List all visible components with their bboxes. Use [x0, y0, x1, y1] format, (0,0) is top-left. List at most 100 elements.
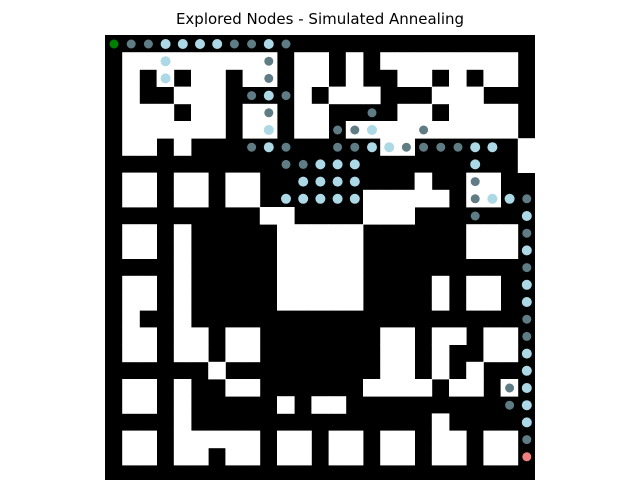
explored-node-point — [247, 39, 257, 49]
maze-open-cell — [277, 224, 295, 242]
maze-open-cell — [139, 172, 157, 191]
maze-open-cell — [173, 224, 192, 242]
maze-open-cell — [139, 396, 157, 414]
maze-open-cell — [277, 241, 295, 259]
maze-open-cell — [122, 103, 140, 122]
explored-node-point — [521, 279, 532, 290]
maze-open-cell — [191, 327, 209, 345]
maze-open-cell — [466, 379, 484, 397]
maze-open-cell — [225, 327, 243, 345]
explored-node-point — [350, 142, 360, 152]
explored-node-point — [522, 194, 532, 204]
maze-open-cell — [294, 86, 312, 105]
maze-open-cell — [225, 447, 243, 466]
explored-node-point — [281, 142, 291, 152]
maze-open-cell — [449, 447, 467, 466]
maze-open-cell — [345, 69, 364, 87]
maze-open-cell — [294, 121, 312, 139]
maze-open-cell — [122, 224, 140, 242]
maze-open-cell — [311, 258, 329, 277]
maze-open-cell — [466, 121, 484, 139]
maze-open-cell — [466, 103, 484, 122]
maze-open-cell — [397, 207, 415, 225]
maze-open-cell — [483, 327, 501, 345]
explored-node-point — [367, 125, 377, 135]
maze-open-cell — [122, 275, 140, 294]
explored-node-point — [247, 142, 257, 152]
explored-node-point — [521, 297, 532, 307]
maze-open-cell — [414, 103, 433, 122]
maze-open-cell — [311, 121, 329, 139]
explored-node-point — [263, 125, 274, 135]
maze-open-cell — [345, 275, 364, 294]
maze-open-cell — [431, 52, 450, 70]
maze-open-cell — [191, 121, 209, 139]
explored-node-point — [349, 176, 360, 187]
maze-open-cell — [225, 52, 243, 70]
maze-open-cell — [173, 413, 192, 431]
maze-open-cell — [139, 379, 157, 397]
maze-open-cell — [380, 52, 398, 70]
maze-open-cell — [191, 69, 209, 87]
explored-node-point — [263, 39, 274, 49]
maze-open-cell — [294, 224, 312, 242]
maze-open-cell — [173, 275, 192, 294]
maze-open-cell — [431, 293, 450, 311]
maze-open-cell — [345, 293, 364, 311]
maze-open-cell — [122, 172, 140, 191]
maze-open-cell — [431, 430, 450, 449]
maze-open-cell — [122, 344, 140, 363]
maze-open-cell — [294, 275, 312, 294]
maze-open-cell — [173, 293, 192, 311]
maze-open-cell — [466, 52, 484, 70]
maze-open-cell — [208, 121, 226, 139]
maze-open-cell — [277, 207, 295, 225]
maze-open-cell — [328, 447, 347, 466]
maze-open-cell — [449, 327, 467, 345]
maze-open-cell — [122, 121, 140, 139]
maze-open-cell — [414, 52, 433, 70]
explored-node-point — [263, 142, 274, 153]
maze-open-cell — [500, 224, 519, 242]
maze-open-cell — [173, 379, 192, 397]
explored-node-point — [521, 365, 532, 376]
explored-node-point — [521, 245, 532, 256]
maze-open-cell — [173, 447, 192, 466]
explored-node-point — [487, 193, 498, 204]
explored-node-point — [315, 176, 326, 187]
maze-open-cell — [173, 138, 192, 156]
maze-open-cell — [173, 430, 192, 449]
explored-node-point — [160, 56, 171, 67]
maze-open-cell — [380, 189, 398, 208]
maze-open-cell — [277, 447, 295, 466]
maze-open-cell — [225, 430, 243, 449]
maze-open-cell — [139, 275, 157, 294]
maze-open-cell — [242, 379, 261, 397]
explored-node-point — [453, 142, 463, 152]
explored-node-point — [281, 159, 291, 169]
maze-open-cell — [380, 121, 398, 139]
maze-open-cell — [191, 447, 209, 466]
explored-node-point — [160, 39, 171, 49]
explored-node-point — [177, 39, 188, 49]
explored-node-point — [367, 108, 377, 118]
maze-open-cell — [328, 275, 347, 294]
explored-node-point — [315, 193, 326, 204]
maze-open-cell — [397, 379, 415, 397]
maze-open-cell — [466, 86, 484, 105]
maze-open-cell — [242, 430, 261, 449]
maze-open-cell — [122, 86, 140, 105]
maze-open-cell — [173, 310, 192, 328]
maze-open-cell — [139, 241, 157, 259]
maze-open-cell — [414, 379, 433, 397]
maze-open-cell — [294, 430, 312, 449]
maze-open-cell — [328, 224, 347, 242]
maze-open-cell — [173, 189, 192, 208]
maze-open-cell — [294, 258, 312, 277]
maze-open-cell — [191, 189, 209, 208]
maze-open-cell — [328, 241, 347, 259]
explored-node-point — [521, 400, 532, 411]
maze-open-cell — [466, 361, 484, 380]
explored-node-point — [160, 73, 171, 84]
maze-open-cell — [483, 344, 501, 363]
